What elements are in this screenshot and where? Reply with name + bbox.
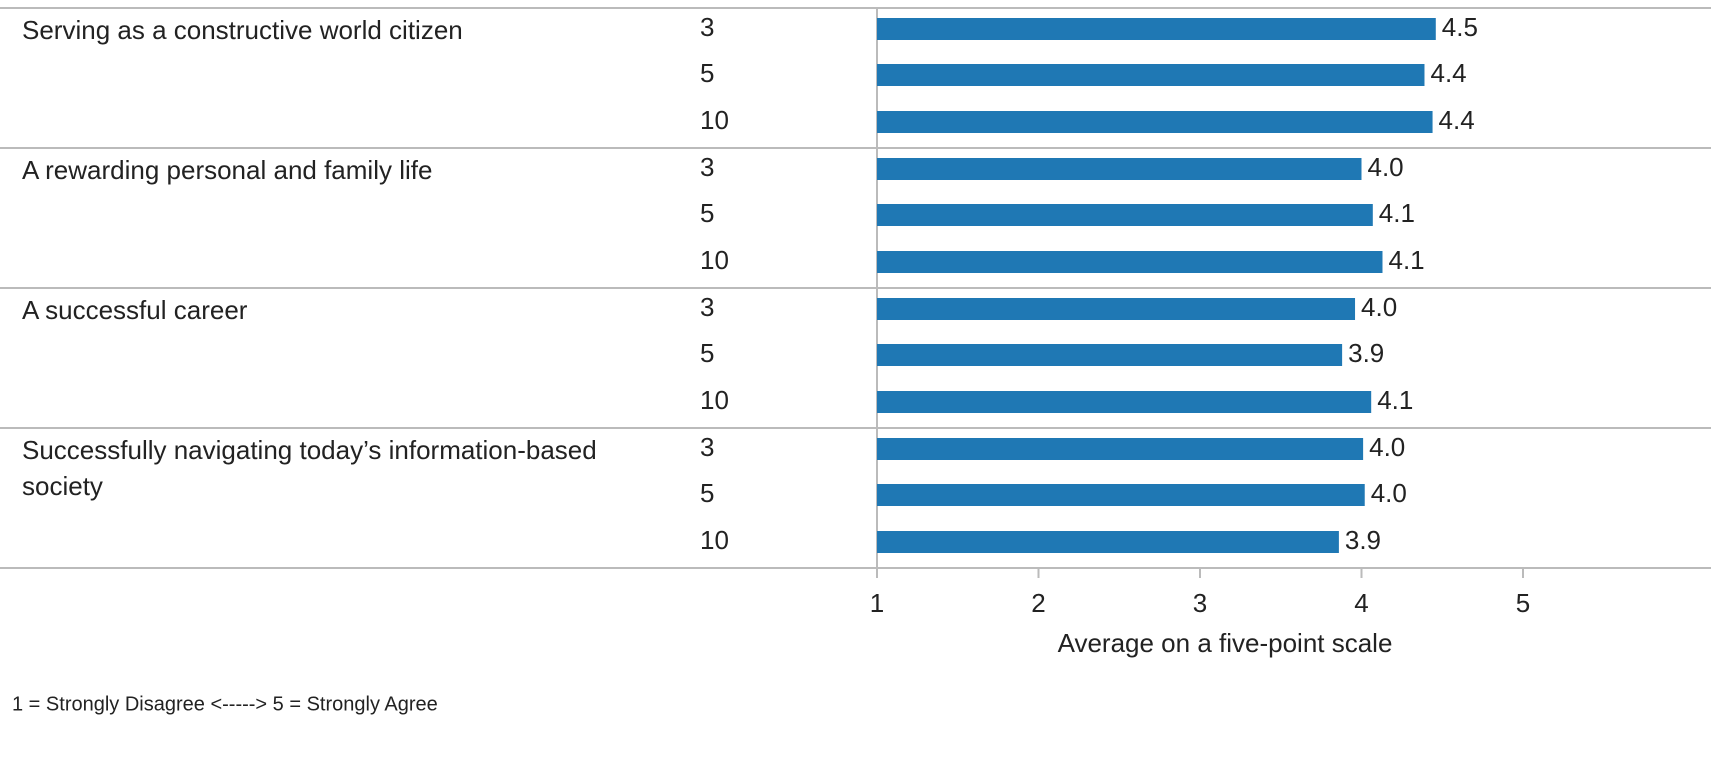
value-label: 4.0 (1371, 478, 1407, 508)
x-tick-label: 2 (1031, 588, 1045, 618)
bar (877, 298, 1356, 320)
category-label: 10 (700, 105, 729, 135)
category-label: 3 (700, 12, 714, 42)
note: 1 = Strongly Disagree <-----> 5 = Strong… (12, 693, 438, 715)
x-tick-label: 3 (1193, 588, 1207, 618)
bar (877, 158, 1362, 180)
category-label: 5 (700, 338, 714, 368)
bar (877, 111, 1433, 133)
bar (877, 204, 1373, 226)
group-label: Successfully navigating today’s informat… (22, 435, 597, 501)
value-label: 4.1 (1379, 198, 1415, 228)
value-label: 4.5 (1442, 12, 1478, 42)
value-label: 4.0 (1361, 292, 1397, 322)
value-label: 4.1 (1377, 385, 1413, 415)
bar (877, 64, 1425, 86)
group-label: A successful career (22, 295, 248, 325)
bar (877, 391, 1372, 413)
x-tick-label: 1 (870, 588, 884, 618)
category-label: 3 (700, 432, 714, 462)
bar (877, 484, 1365, 506)
x-tick-label: 4 (1354, 588, 1368, 618)
category-label: 3 (700, 152, 714, 182)
category-label: 10 (700, 385, 729, 415)
category-label: 10 (700, 245, 729, 275)
group-label: A rewarding personal and family life (22, 155, 433, 185)
category-label: 3 (700, 292, 714, 322)
category-label: 5 (700, 198, 714, 228)
value-label: 4.1 (1388, 245, 1424, 275)
bar (877, 531, 1339, 553)
value-label: 4.0 (1369, 432, 1405, 462)
bar (877, 18, 1436, 40)
category-label: 10 (700, 525, 729, 555)
value-label: 3.9 (1348, 338, 1384, 368)
group-label: Serving as a constructive world citizen (22, 15, 463, 45)
value-label: 4.4 (1430, 58, 1466, 88)
bar (877, 344, 1343, 366)
value-label: 4.4 (1439, 105, 1475, 135)
bar (877, 438, 1364, 460)
x-axis-label: Average on a five-point scale (1058, 628, 1393, 658)
category-label: 5 (700, 478, 714, 508)
value-label: 4.0 (1368, 152, 1404, 182)
category-label: 5 (700, 58, 714, 88)
x-tick-label: 5 (1516, 588, 1530, 618)
value-label: 3.9 (1345, 525, 1381, 555)
bar (877, 251, 1383, 273)
